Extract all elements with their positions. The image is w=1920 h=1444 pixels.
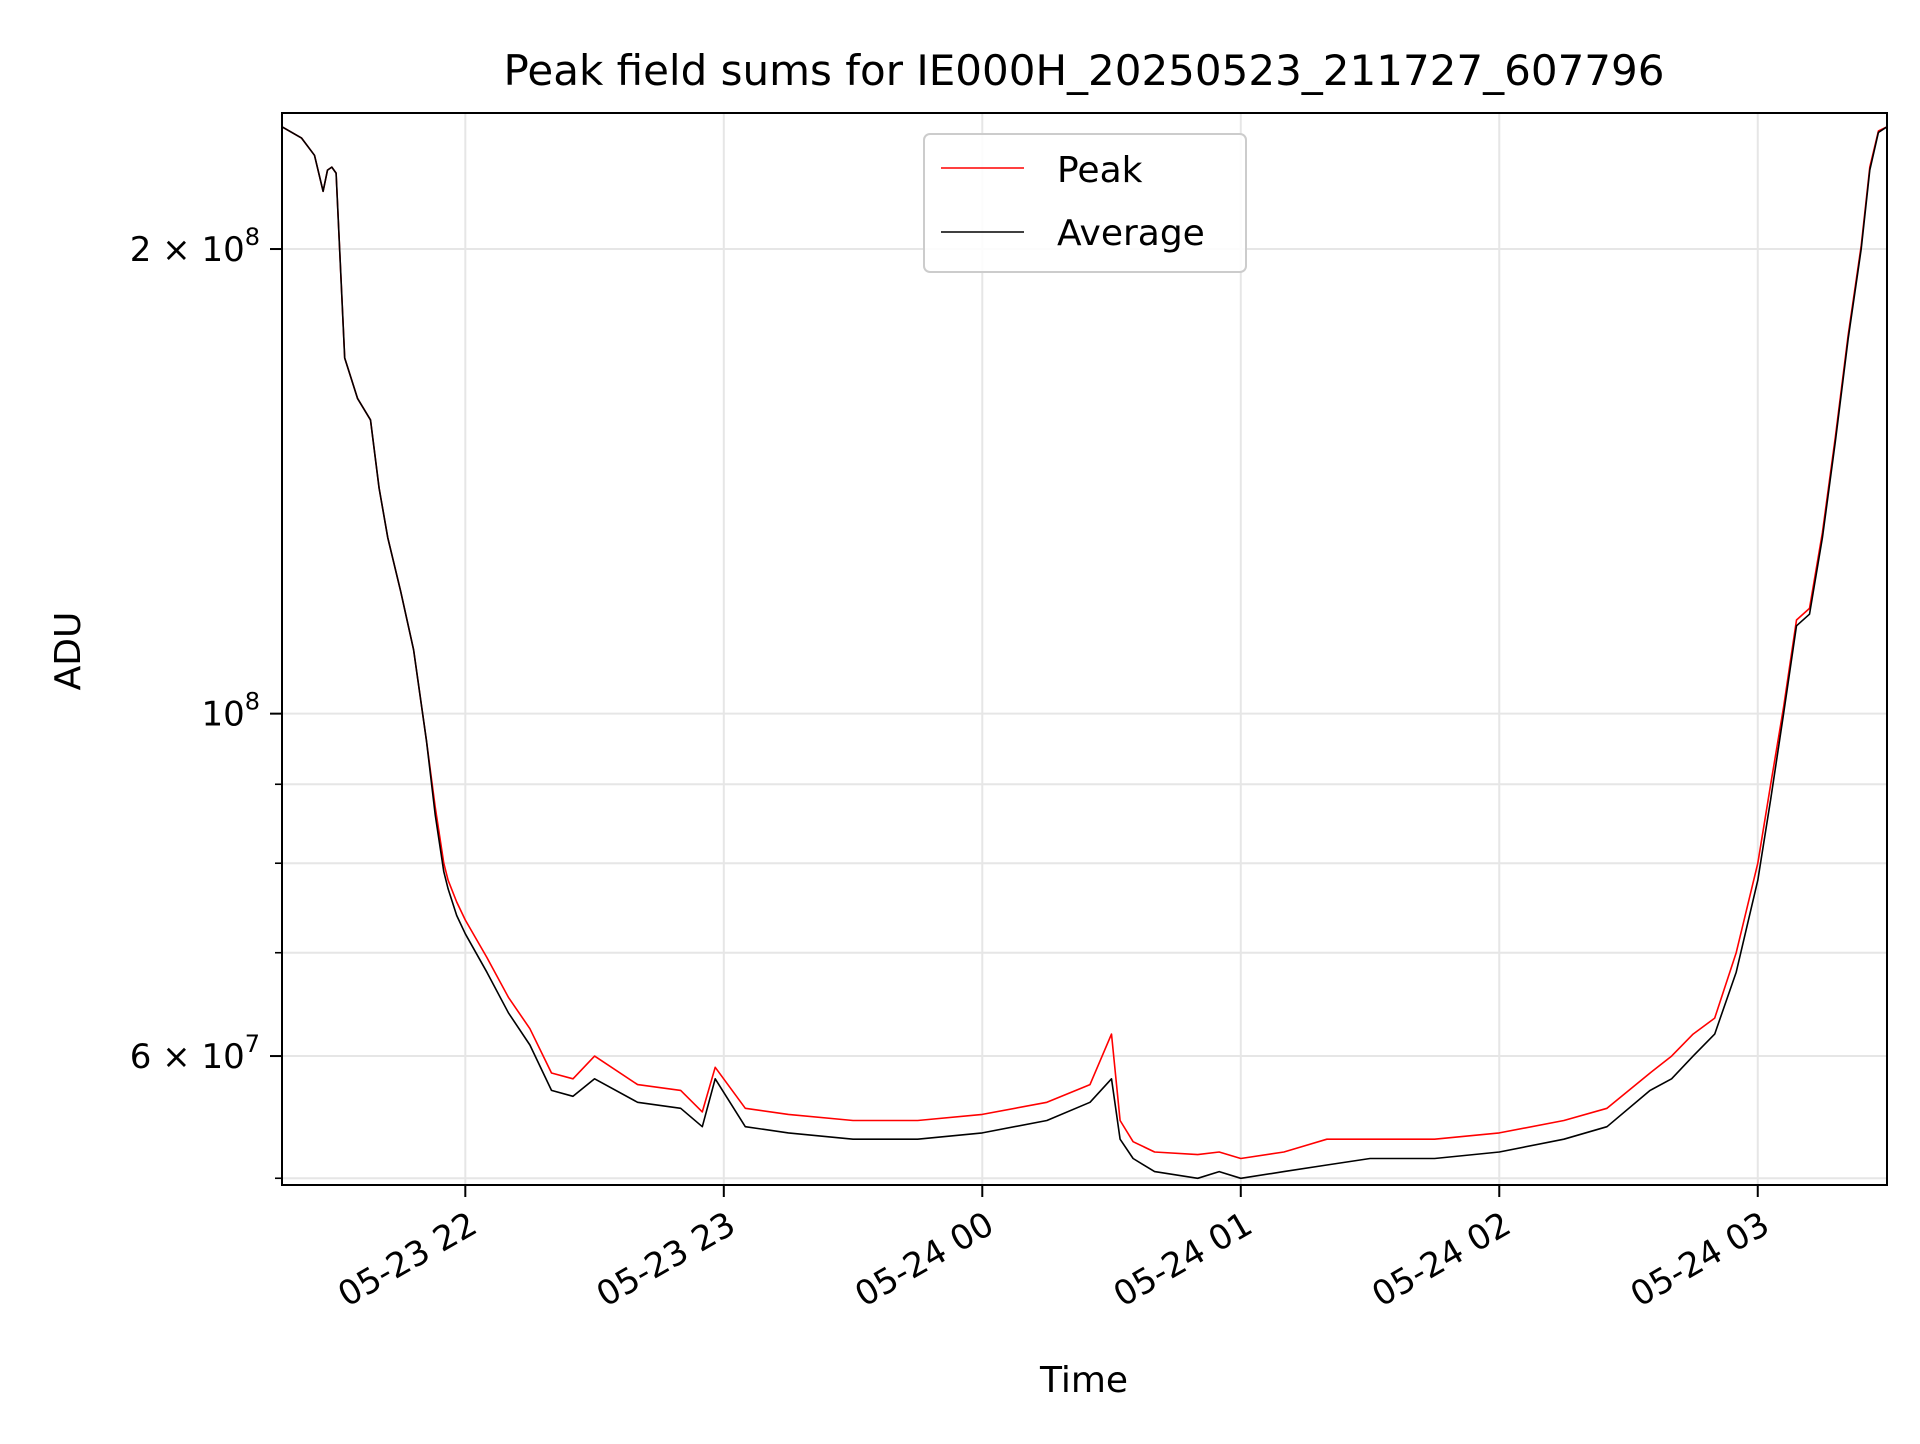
y-tick-exponent: 8 xyxy=(245,223,260,251)
y-tick-exponent: 7 xyxy=(245,1030,260,1058)
y-axis-label: ADU xyxy=(48,612,89,691)
grid xyxy=(282,113,1887,1185)
y-tick-label: 108 xyxy=(201,688,260,735)
legend-label-average: Average xyxy=(1057,213,1205,254)
x-axis-label: Time xyxy=(1039,1360,1128,1401)
y-tick-mantissa: 6 xyxy=(130,1037,152,1077)
legend-label-peak: Peak xyxy=(1057,150,1143,191)
plot-series xyxy=(281,126,1888,1180)
y-axis-ticks: 6 × 107 108 2 × 108 xyxy=(130,223,282,1180)
series-line-average xyxy=(281,126,1888,1180)
legend: Peak Average xyxy=(923,133,1247,273)
y-tick-label: 2 × 108 xyxy=(130,223,260,270)
y-tick-label: 6 × 107 xyxy=(130,1030,260,1077)
plot-frame xyxy=(281,112,1888,1186)
chart-title: Peak field sums for IE000H_20250523_2117… xyxy=(504,46,1665,95)
y-tick-exponent: 8 xyxy=(245,688,260,716)
y-tick-mantissa: 2 xyxy=(130,230,152,270)
